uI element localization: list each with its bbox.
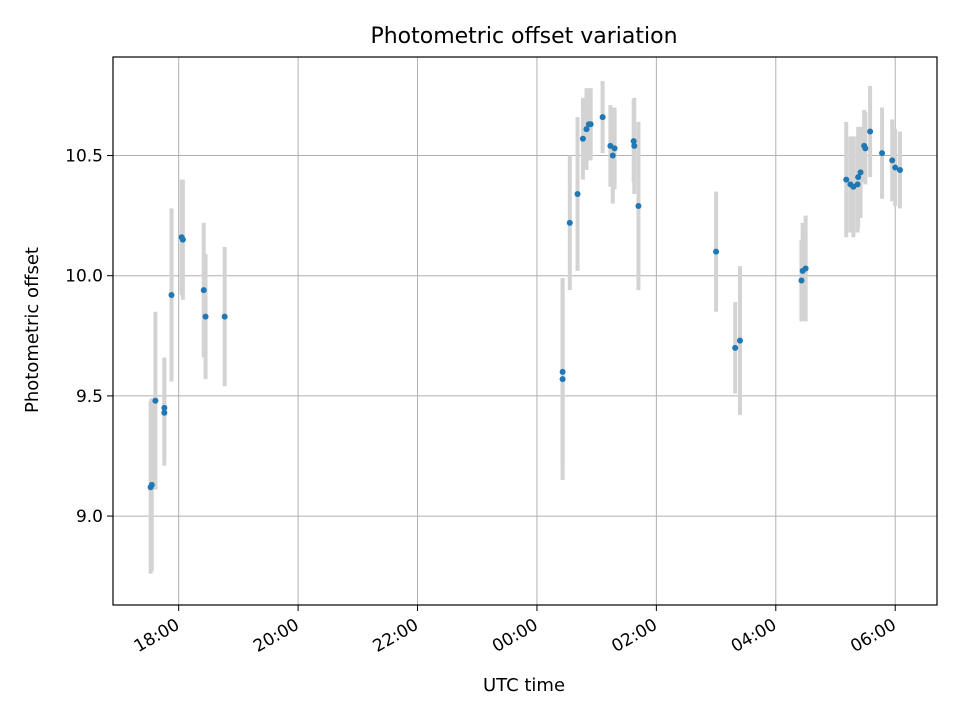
data-point xyxy=(713,248,720,255)
data-point xyxy=(854,181,861,188)
data-point xyxy=(161,404,168,411)
data-point xyxy=(635,203,642,210)
data-point xyxy=(221,313,228,320)
data-point xyxy=(879,150,886,157)
data-points xyxy=(147,114,903,491)
data-point xyxy=(609,152,616,159)
data-point xyxy=(202,313,209,320)
data-point xyxy=(732,344,739,351)
y-tick-label: 9.0 xyxy=(76,507,103,527)
data-point xyxy=(611,145,618,152)
data-point xyxy=(802,265,809,272)
y-tick-label: 9.5 xyxy=(76,387,103,407)
data-point xyxy=(798,277,805,284)
data-point xyxy=(599,114,606,121)
data-point xyxy=(179,236,186,243)
data-point xyxy=(161,409,168,416)
y-axis-ticks: 9.0 9.5 10.0 10.5 xyxy=(65,147,113,527)
chart-title: Photometric offset variation xyxy=(370,24,677,49)
data-point xyxy=(855,174,862,181)
data-point xyxy=(587,121,594,128)
data-point xyxy=(630,138,637,145)
data-point xyxy=(559,368,566,375)
data-point xyxy=(148,481,155,488)
data-point xyxy=(843,176,850,183)
data-point xyxy=(200,287,207,294)
data-point xyxy=(896,166,903,173)
x-axis-label: UTC time xyxy=(483,675,565,696)
data-point xyxy=(579,135,586,142)
data-point xyxy=(583,126,590,133)
y-axis-label: Photometric offset xyxy=(22,247,43,413)
data-point xyxy=(566,219,573,226)
data-point xyxy=(559,376,566,383)
data-point xyxy=(736,337,743,344)
data-point xyxy=(631,142,638,149)
y-tick-label: 10.5 xyxy=(65,147,103,167)
data-point xyxy=(574,191,581,197)
data-point xyxy=(857,169,864,176)
data-point xyxy=(152,397,159,404)
plot-area-frame xyxy=(112,56,938,606)
data-point xyxy=(889,157,896,164)
data-point xyxy=(862,145,869,152)
data-point xyxy=(867,128,874,135)
data-point xyxy=(892,164,899,171)
y-tick-label: 10.0 xyxy=(65,267,103,287)
data-point xyxy=(168,291,175,298)
